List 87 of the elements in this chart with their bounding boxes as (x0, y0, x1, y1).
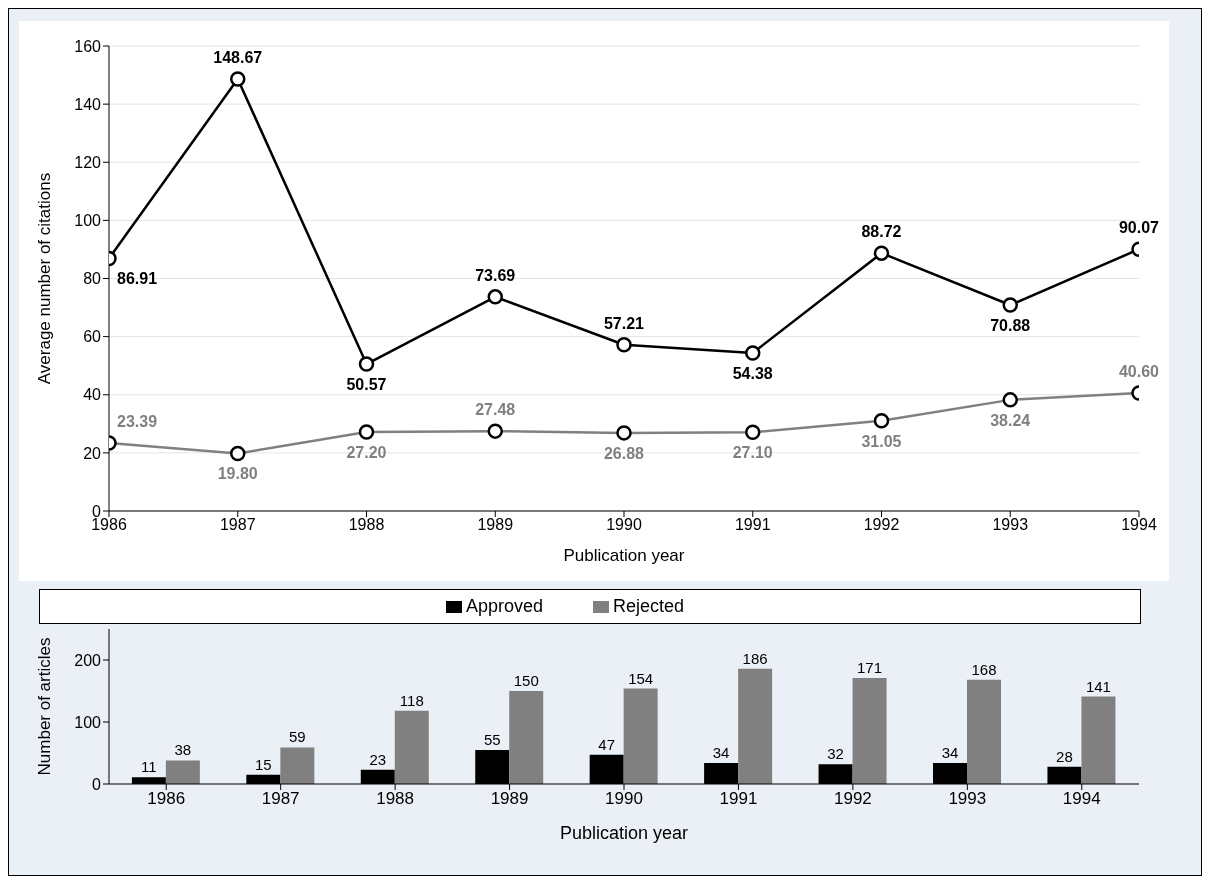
data-label: 15 (254, 755, 272, 773)
data-label: 171 (857, 658, 883, 676)
point (616, 336, 632, 353)
y-tick-label: 200 (74, 651, 102, 669)
data-label: 34 (941, 743, 959, 761)
data-label: 186 (742, 649, 768, 667)
x-tick-label: 1994 (1121, 516, 1157, 534)
x-tick-label: 1988 (348, 516, 385, 534)
x-tick-label: 1989 (490, 789, 529, 809)
y-tick-label: 60 (83, 328, 102, 346)
x-axis-title: Publication year (559, 823, 689, 843)
x-axis-title: Publication year (563, 546, 685, 565)
data-label: 57.21 (603, 314, 645, 332)
data-label: 11 (141, 758, 157, 776)
x-tick-label: 1991 (719, 789, 758, 809)
x-tick-label: 1990 (606, 516, 642, 534)
data-label: 32 (827, 745, 844, 763)
bar (165, 760, 200, 784)
data-label: 38 (174, 741, 192, 759)
y-tick-label: 140 (74, 95, 102, 113)
data-label: 23.39 (117, 413, 158, 431)
x-tick-label: 1988 (376, 789, 415, 809)
x-tick-label: 1986 (147, 789, 186, 809)
data-label: 31.05 (861, 432, 902, 450)
data-label: 70.88 (990, 317, 1031, 335)
x-tick-label: 1993 (992, 516, 1029, 534)
data-label: 26.88 (603, 444, 645, 462)
point (230, 71, 246, 87)
x-tick-label: 1991 (734, 516, 771, 534)
x-tick-label: 1992 (833, 789, 872, 809)
data-label: 28 (1056, 747, 1073, 765)
bar (394, 710, 429, 784)
point (358, 356, 375, 372)
data-label: 141 (1085, 677, 1111, 695)
data-label: 50.57 (346, 376, 387, 394)
x-tick-label: 1989 (477, 516, 514, 534)
bar (967, 679, 1001, 784)
bar (738, 668, 773, 784)
y-tick-label: 0 (92, 775, 102, 793)
y-tick-label: 100 (74, 212, 102, 230)
data-label: 86.91 (117, 270, 158, 288)
data-label: 34 (712, 743, 730, 761)
y-tick-label: 20 (83, 444, 102, 462)
y-tick-label: 160 (74, 37, 102, 55)
bar (280, 747, 315, 784)
data-label: 27.48 (475, 401, 516, 419)
y-tick-label: 80 (83, 270, 102, 288)
bar (623, 688, 658, 784)
data-label: 154 (628, 669, 654, 687)
x-tick-label: 1992 (863, 516, 900, 534)
data-label: 40.60 (1118, 363, 1160, 381)
data-label: 27.20 (346, 443, 387, 461)
point (1002, 297, 1018, 313)
x-tick-label: 1987 (219, 516, 256, 534)
point (487, 289, 503, 305)
bar (1081, 696, 1116, 784)
data-label: 47 (598, 735, 616, 753)
data-label: 150 (513, 672, 539, 689)
data-label: 118 (399, 691, 424, 709)
x-tick-label: 1993 (948, 789, 987, 809)
x-tick-label: 1990 (605, 789, 643, 809)
data-label: 73.69 (475, 266, 516, 284)
x-tick-label: 1994 (1062, 789, 1101, 809)
data-label: 168 (971, 660, 997, 678)
data-label: 148.67 (213, 48, 263, 66)
data-label: 27.10 (732, 444, 773, 462)
data-label: 55 (483, 730, 501, 748)
point (873, 245, 890, 261)
data-label: 38.24 (990, 411, 1031, 429)
legend-label: Rejected (613, 596, 685, 616)
y-axis-title: Average number of citations (35, 172, 55, 385)
data-label: 23 (369, 750, 387, 768)
y-tick-label: 100 (74, 713, 102, 731)
x-tick-label: 1987 (261, 789, 300, 809)
x-tick-label: 1986 (91, 516, 127, 534)
bar (852, 677, 887, 784)
y-tick-label: 40 (83, 386, 102, 404)
y-axis-title: Number of articles (35, 637, 55, 776)
data-label: 90.07 (1118, 219, 1160, 237)
data-label: 59 (288, 728, 306, 746)
point (745, 345, 761, 361)
bar (509, 691, 544, 784)
y-tick-label: 120 (74, 153, 102, 171)
legend-label: Approved (465, 596, 543, 616)
data-label: 88.72 (861, 223, 902, 241)
data-label: 19.80 (217, 465, 258, 483)
data-label: 54.38 (732, 364, 773, 382)
